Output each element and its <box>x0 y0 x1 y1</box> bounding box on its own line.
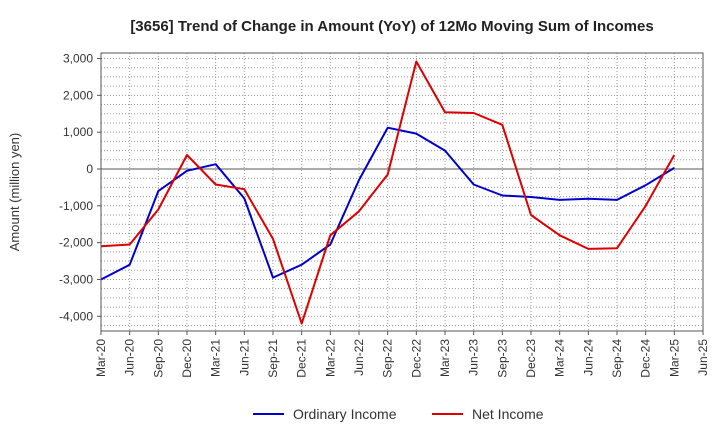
x-tick-label: Sep-20 <box>151 339 165 378</box>
y-tick-label: 0 <box>86 162 93 176</box>
x-tick-label: Dec-24 <box>639 339 653 378</box>
x-tick-label: Mar-20 <box>94 339 108 377</box>
legend-label: Net Income <box>472 406 544 422</box>
x-tick-label: Mar-24 <box>553 339 567 377</box>
x-tick-label: Jun-24 <box>581 339 595 376</box>
y-tick-label: -1,000 <box>59 199 93 213</box>
legend: Ordinary Income Net Income <box>253 406 544 422</box>
x-axis-ticks: Mar-20 Jun-20 Sep-20 Dec-20 Mar-21 Jun-21 Sep-… <box>94 331 710 378</box>
x-tick-label: Jun-22 <box>352 339 366 376</box>
x-tick-label: Dec-21 <box>295 339 309 378</box>
legend-label: Ordinary Income <box>293 406 397 422</box>
grid-lines <box>100 53 704 331</box>
y-tick-label: -3,000 <box>59 272 93 286</box>
series-line-ordinary-income <box>100 126 675 281</box>
y-tick-label: -2,000 <box>59 236 93 250</box>
x-tick-label: Mar-22 <box>323 339 337 377</box>
x-tick-label: Jun-25 <box>696 339 710 376</box>
x-tick-label: Jun-20 <box>123 339 137 376</box>
x-tick-label: Jun-21 <box>237 339 251 376</box>
x-tick-label: Dec-23 <box>524 339 538 378</box>
y-tick-label: 2,000 <box>63 88 93 102</box>
chart-title: [3656] Trend of Change in Amount (YoY) o… <box>130 18 653 35</box>
x-tick-label: Jun-23 <box>467 339 481 376</box>
x-tick-label: Mar-25 <box>667 339 681 377</box>
y-tick-label: 3,000 <box>63 52 93 66</box>
plot-frame <box>100 52 704 332</box>
y-tick-label: 1,000 <box>63 125 93 139</box>
x-tick-label: Sep-21 <box>266 339 280 378</box>
x-tick-label: Dec-20 <box>180 339 194 378</box>
y-axis-ticks: 3,000 2,000 1,000 0 -1,000 -2,000 -3,000 -4,000 <box>59 52 101 323</box>
x-tick-label: Mar-21 <box>209 339 223 377</box>
series-line-net-income <box>100 60 676 325</box>
x-tick-label: Mar-23 <box>438 339 452 377</box>
x-tick-label: Sep-23 <box>495 339 509 378</box>
series-lines <box>100 60 676 325</box>
y-tick-label: -4,000 <box>59 309 93 323</box>
y-axis-label: Amount (million yen) <box>7 133 22 252</box>
x-tick-label: Dec-22 <box>409 339 423 378</box>
x-tick-label: Sep-24 <box>610 339 624 378</box>
x-tick-label: Sep-22 <box>381 339 395 378</box>
